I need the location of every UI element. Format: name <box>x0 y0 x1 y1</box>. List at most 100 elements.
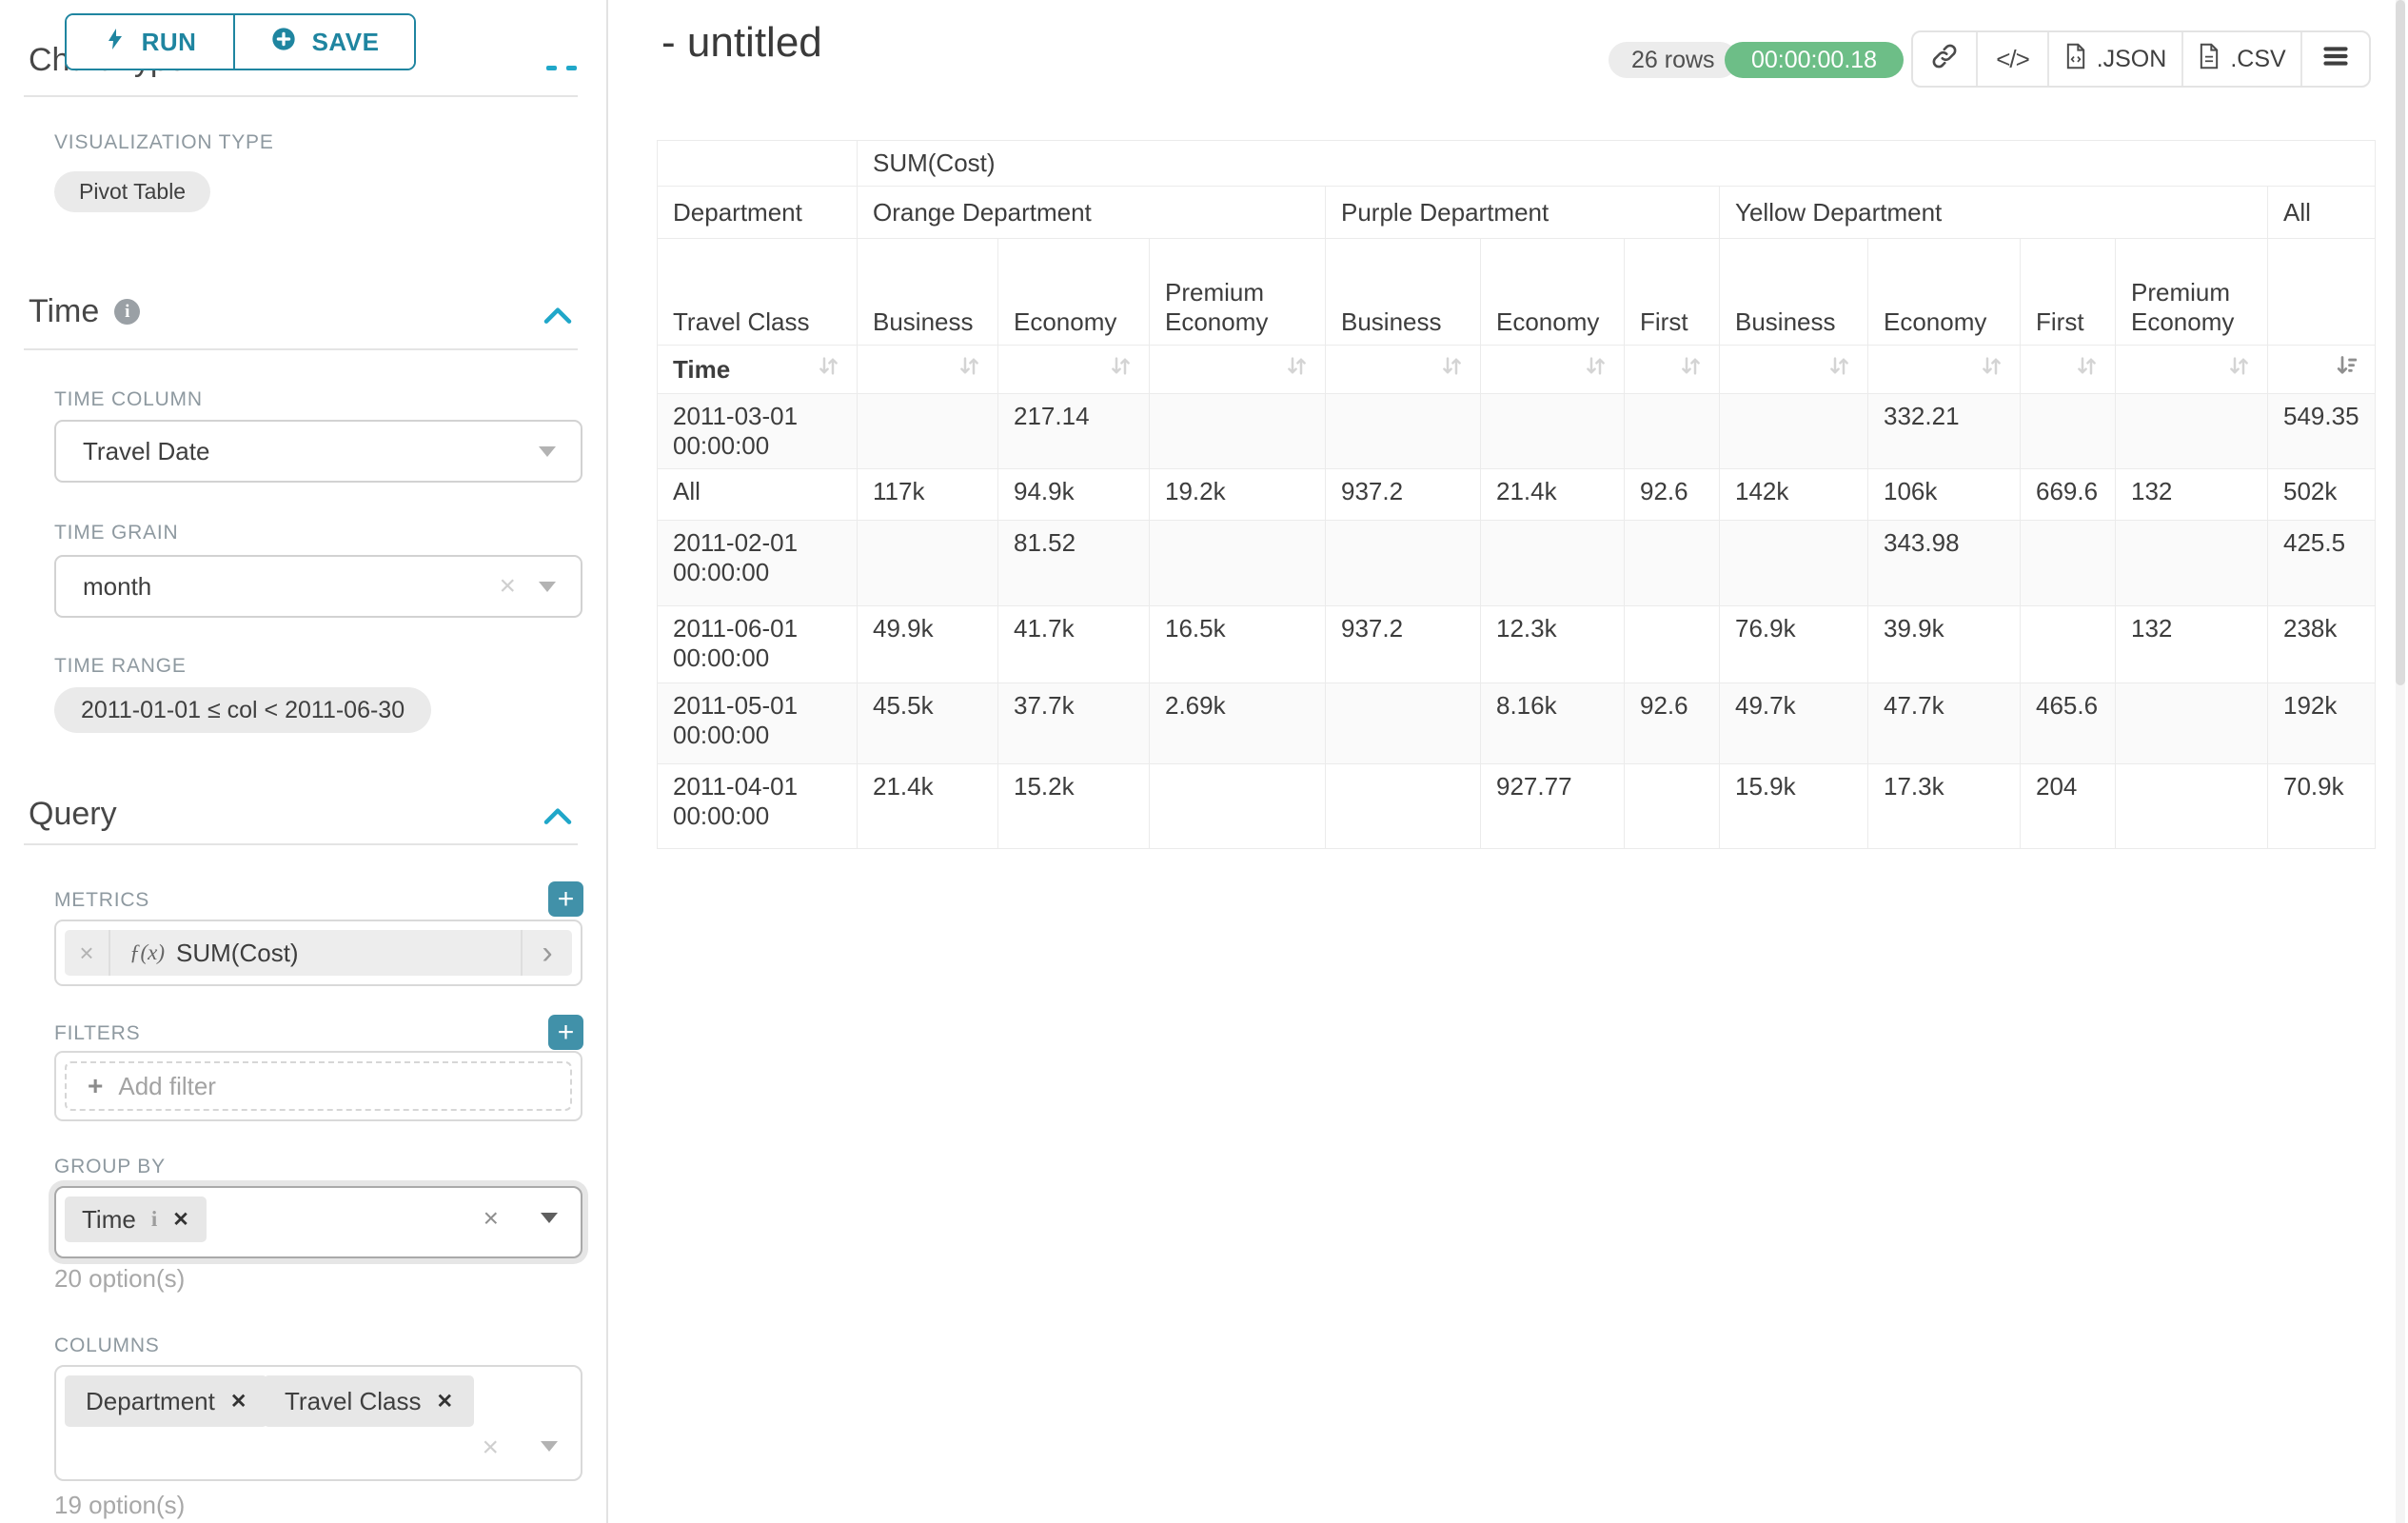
sort-icon[interactable] <box>1583 353 1609 386</box>
pivot-class-dimension-header: Travel Class <box>657 238 858 346</box>
collapsed-chevron-fragment <box>566 66 577 70</box>
remove-chip-icon[interactable]: ✕ <box>172 1208 189 1231</box>
sort-icon[interactable] <box>1979 353 2004 386</box>
more-menu-button[interactable] <box>2302 32 2369 86</box>
visualization-type-label: VISUALIZATION TYPE <box>54 131 274 153</box>
pivot-cell <box>2115 763 2268 849</box>
columns-chip[interactable]: Department ✕ <box>65 1375 268 1427</box>
sort-icon[interactable] <box>1108 353 1134 386</box>
info-icon[interactable]: i <box>114 299 141 325</box>
sort-icon[interactable] <box>816 353 841 386</box>
pivot-cell: 21.4k <box>1480 468 1625 521</box>
pivot-cell: 21.4k <box>857 763 998 849</box>
pivot-cell <box>1624 605 1720 683</box>
pivot-cell <box>1325 763 1481 849</box>
fx-icon: ƒ(x) <box>129 940 166 964</box>
caret-down-icon[interactable] <box>541 1213 558 1223</box>
sort-icon[interactable] <box>1826 353 1852 386</box>
pivot-cell: 343.98 <box>1867 520 2021 606</box>
save-button[interactable]: SAVE <box>235 15 414 69</box>
pivot-cell: 937.2 <box>1325 468 1481 521</box>
sort-icon[interactable] <box>2074 353 2100 386</box>
sort-icon[interactable] <box>957 353 982 386</box>
caret-down-icon[interactable] <box>541 1441 558 1452</box>
pivot-data-row: 2011-04-01 00:00:00 21.4k 15.2k 927.77 15.9k… <box>657 763 2376 849</box>
run-button[interactable]: RUN <box>67 15 235 69</box>
pivot-cell <box>2020 393 2116 469</box>
metric-chip[interactable]: × ƒ(x) SUM(Cost) › <box>65 930 572 976</box>
sort-desc-icon[interactable] <box>2334 353 2359 386</box>
pivot-cell: 549.35 <box>2267 393 2376 469</box>
run-save-button-group: RUN SAVE <box>65 13 416 70</box>
pivot-sort-cell <box>2020 345 2116 394</box>
remove-metric-icon[interactable]: × <box>65 930 110 976</box>
add-filter-plus-button[interactable]: + <box>548 1015 583 1050</box>
clear-icon[interactable]: × <box>483 1203 499 1233</box>
pivot-cell: 669.6 <box>2020 468 2116 521</box>
chart-title[interactable]: - untitled <box>661 19 822 66</box>
group-by-chip[interactable]: Time i ✕ <box>65 1197 207 1242</box>
clear-icon[interactable]: × <box>499 570 516 602</box>
export-json-button[interactable]: .JSON <box>2049 32 2183 86</box>
pivot-cell <box>2115 393 2268 469</box>
remove-chip-icon[interactable]: ✕ <box>229 1390 247 1413</box>
pivot-cell <box>2115 520 2268 606</box>
add-metric-button[interactable]: + <box>548 881 583 917</box>
column-info-icon[interactable]: i <box>150 1207 158 1231</box>
visualization-type-pill[interactable]: Pivot Table <box>54 171 211 212</box>
pivot-data-row: All 117k 94.9k 19.2k 937.2 21.4k 92.6 142k 106k 6… <box>657 468 2376 521</box>
pivot-cell: 106k <box>1867 468 2021 521</box>
pivot-dimension-header: Department <box>657 186 858 239</box>
pivot-cell <box>1480 393 1625 469</box>
pivot-class-header: Premium Economy <box>1149 238 1326 346</box>
pivot-class-header: Business <box>1325 238 1481 346</box>
pivot-cell <box>1624 763 1720 849</box>
clear-icon[interactable]: × <box>482 1432 499 1463</box>
scrollbar-thumb[interactable] <box>2396 0 2405 685</box>
pivot-cell <box>2020 605 2116 683</box>
sort-icon[interactable] <box>1678 353 1704 386</box>
pivot-cell: 45.5k <box>857 682 998 764</box>
time-grain-select[interactable]: month × <box>54 555 582 618</box>
pivot-cell: 132 <box>2115 468 2268 521</box>
control-panel-sidebar: Chart Type RUN SAVE VISUALIZATION TYPE P… <box>0 0 608 1523</box>
columns-chip[interactable]: Travel Class ✕ <box>264 1375 475 1427</box>
pivot-class-header: Economy <box>997 238 1150 346</box>
pivot-cell <box>1719 520 1868 606</box>
time-range-label: TIME RANGE <box>54 655 187 677</box>
pivot-cell: 15.9k <box>1719 763 1868 849</box>
columns-label: COLUMNS <box>54 1335 160 1356</box>
pivot-cell: 117k <box>857 468 998 521</box>
remove-chip-icon[interactable]: ✕ <box>436 1390 454 1413</box>
pivot-cell <box>2115 682 2268 764</box>
pivot-sort-cell <box>2267 345 2376 394</box>
add-filter-button[interactable]: + Add filter <box>65 1061 572 1111</box>
chevron-right-icon[interactable]: › <box>521 930 572 976</box>
chevron-up-icon[interactable] <box>543 305 573 330</box>
pivot-cell <box>1325 393 1481 469</box>
columns-select[interactable]: Department ✕ Travel Class ✕ × <box>54 1365 582 1481</box>
time-column-label: TIME COLUMN <box>54 388 203 410</box>
export-csv-button[interactable]: .CSV <box>2183 32 2302 86</box>
collapsed-chevron-fragment <box>546 66 557 70</box>
time-range-pill[interactable]: 2011-01-01 ≤ col < 2011-06-30 <box>54 687 432 733</box>
share-link-button[interactable] <box>1913 32 1978 86</box>
code-icon: </> <box>1996 44 2030 73</box>
chevron-up-icon[interactable] <box>543 805 573 831</box>
pivot-department-header: Purple Department <box>1325 186 1720 239</box>
time-section-title: Time <box>29 293 100 329</box>
time-column-select[interactable]: Travel Date <box>54 420 582 483</box>
pivot-class-header: Economy <box>1867 238 2021 346</box>
group-by-select[interactable]: Time i ✕ × <box>54 1186 582 1258</box>
sort-icon[interactable] <box>2226 353 2252 386</box>
pivot-row-label: 2011-06-01 00:00:00 <box>657 605 858 683</box>
pivot-cell: 937.2 <box>1325 605 1481 683</box>
section-divider <box>24 843 578 845</box>
view-query-button[interactable]: </> <box>1978 32 2049 86</box>
sort-icon[interactable] <box>1284 353 1310 386</box>
pivot-cell <box>1624 520 1720 606</box>
pivot-sort-cell <box>1624 345 1720 394</box>
scrollbar-track[interactable] <box>2396 0 2405 1523</box>
pivot-sort-cell <box>857 345 998 394</box>
sort-icon[interactable] <box>1439 353 1465 386</box>
